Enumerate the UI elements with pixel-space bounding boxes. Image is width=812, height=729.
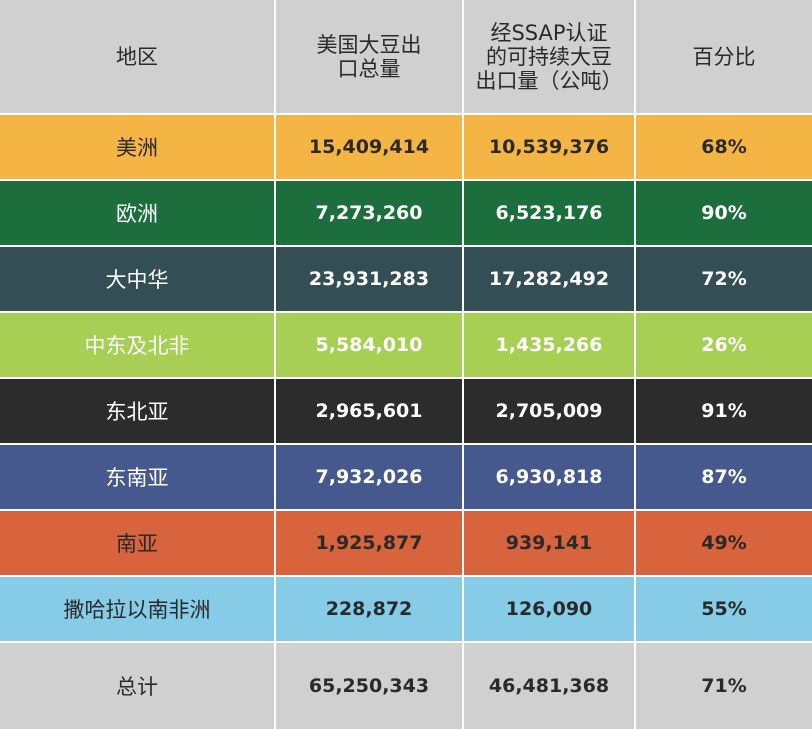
header-percentage: 百分比 <box>634 0 812 113</box>
total-exports-value: 15,409,414 <box>274 115 462 179</box>
total-label: 总计 <box>116 675 158 699</box>
ssap-exports-value: 10,539,376 <box>462 115 634 179</box>
region-name: 欧洲 <box>116 202 158 226</box>
region-name: 大中华 <box>105 268 169 292</box>
ssap-exports-value: 17,282,492 <box>462 247 634 311</box>
total-exports-value: 228,872 <box>274 577 462 641</box>
percentage-value: 87% <box>634 445 812 509</box>
region-name: 中东及北非 <box>84 334 190 358</box>
total-ssap-value: 46,481,368 <box>462 643 634 729</box>
region-name: 撒哈拉以南非洲 <box>63 598 211 622</box>
total-exports-value: 2,965,601 <box>274 379 462 443</box>
total-exports-value: 1,925,877 <box>274 511 462 575</box>
ssap-exports-value: 126,090 <box>462 577 634 641</box>
table-row: 欧洲 7,273,260 6,523,176 90% <box>0 179 812 245</box>
header-total-line-1: 美国大豆出 <box>316 32 422 57</box>
header-percentage-text: 百分比 <box>692 44 756 69</box>
header-ssap-line-2: 的可持续大豆 <box>486 44 612 69</box>
ssap-exports-value: 6,523,176 <box>462 181 634 245</box>
header-ssap-line-3: 出口量（公吨） <box>475 68 623 93</box>
region-name: 南亚 <box>116 532 158 556</box>
percentage-value: 55% <box>634 577 812 641</box>
total-exports-value: 65,250,343 <box>274 643 462 729</box>
ssap-exports-value: 939,141 <box>462 511 634 575</box>
percentage-value: 91% <box>634 379 812 443</box>
table-row: 美洲 15,409,414 10,539,376 68% <box>0 113 812 179</box>
total-exports-value: 23,931,283 <box>274 247 462 311</box>
table-row: 中东及北非 5,584,010 1,435,266 26% <box>0 311 812 377</box>
ssap-exports-value: 6,930,818 <box>462 445 634 509</box>
total-exports-value: 7,932,026 <box>274 445 462 509</box>
region-name: 东南亚 <box>105 466 169 490</box>
region-name: 美洲 <box>116 136 158 160</box>
table-row: 东北亚 2,965,601 2,705,009 91% <box>0 377 812 443</box>
header-ssap-exports: 经SSAP认证 的可持续大豆 出口量（公吨） <box>462 0 634 113</box>
percentage-value: 49% <box>634 511 812 575</box>
total-percentage-value: 71% <box>634 643 812 729</box>
total-exports-value: 5,584,010 <box>274 313 462 377</box>
total-row: 总计 65,250,343 46,481,368 71% <box>0 641 812 729</box>
table-header-row: 地区 美国大豆出 口总量 经SSAP认证 的可持续大豆 出口量（公吨） 百分比 <box>0 0 812 113</box>
percentage-value: 26% <box>634 313 812 377</box>
total-exports-value: 7,273,260 <box>274 181 462 245</box>
percentage-value: 90% <box>634 181 812 245</box>
ssap-exports-value: 2,705,009 <box>462 379 634 443</box>
table-row: 撒哈拉以南非洲 228,872 126,090 55% <box>0 575 812 641</box>
table-row: 大中华 23,931,283 17,282,492 72% <box>0 245 812 311</box>
header-total-line-2: 口总量 <box>337 56 401 81</box>
table-row: 东南亚 7,932,026 6,930,818 87% <box>0 443 812 509</box>
table-row: 南亚 1,925,877 939,141 49% <box>0 509 812 575</box>
header-total-exports: 美国大豆出 口总量 <box>274 0 462 113</box>
header-region: 地区 <box>0 0 274 113</box>
percentage-value: 68% <box>634 115 812 179</box>
region-name: 东北亚 <box>105 400 169 424</box>
percentage-value: 72% <box>634 247 812 311</box>
ssap-exports-value: 1,435,266 <box>462 313 634 377</box>
header-ssap-line-1: 经SSAP认证 <box>490 20 608 45</box>
header-region-text: 地区 <box>116 44 158 69</box>
